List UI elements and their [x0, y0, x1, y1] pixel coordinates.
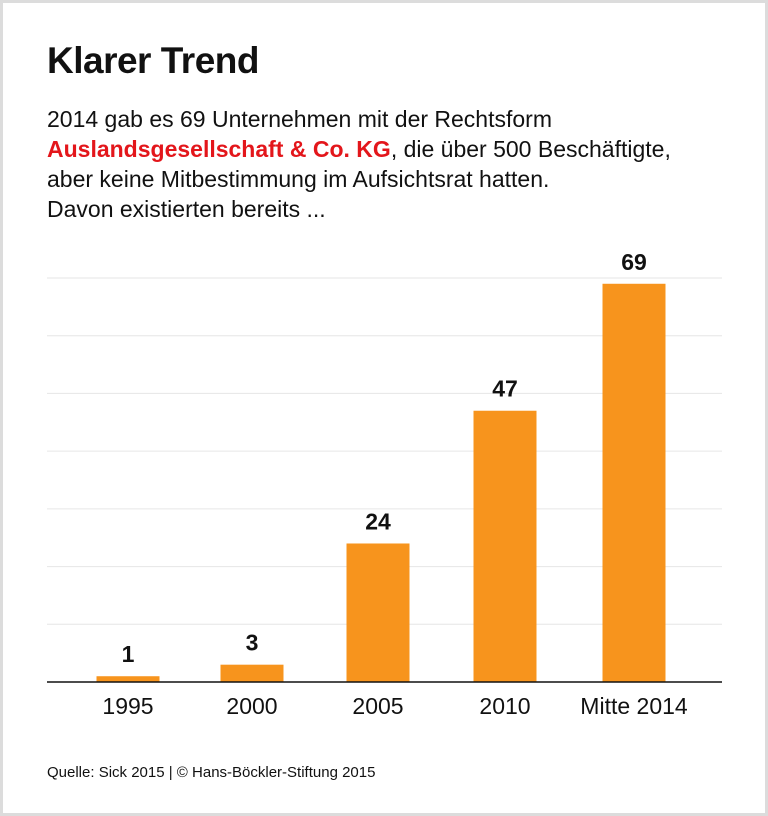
subtitle-line-1: 2014 gab es 69 Unternehmen mit der Recht… — [47, 106, 552, 132]
subtitle-line-2: , die über 500 Beschäftigte, — [390, 136, 671, 162]
bar-2000 — [220, 664, 284, 682]
data-label: 24 — [365, 508, 391, 534]
data-label: 3 — [246, 630, 259, 656]
x-tick-label: 2010 — [479, 693, 530, 719]
x-tick-label: 1995 — [102, 693, 153, 719]
x-tick-label: 2005 — [352, 693, 403, 719]
x-tick-label: 2000 — [226, 693, 277, 719]
data-label: 1 — [122, 641, 135, 667]
source-note: Quelle: Sick 2015 | © Hans-Böckler-Stift… — [47, 764, 376, 781]
subtitle-line-4: Davon existierten bereits ... — [47, 196, 326, 222]
chart-subtitle: 2014 gab es 69 Unternehmen mit der Recht… — [47, 104, 747, 224]
bar-1995 — [96, 676, 160, 682]
subtitle-highlight: Auslandsgesellschaft & Co. KG — [47, 136, 391, 162]
bar-mitte-2014 — [602, 283, 666, 682]
subtitle-line-3: aber keine Mitbestimmung im Aufsichtsrat… — [47, 166, 550, 192]
data-label: 69 — [621, 249, 647, 275]
x-tick-label: Mitte 2014 — [580, 693, 688, 719]
data-label: 47 — [492, 376, 518, 402]
bar-2010 — [473, 410, 537, 682]
bar-2005 — [346, 543, 410, 682]
chart-title: Klarer Trend — [47, 40, 259, 81]
